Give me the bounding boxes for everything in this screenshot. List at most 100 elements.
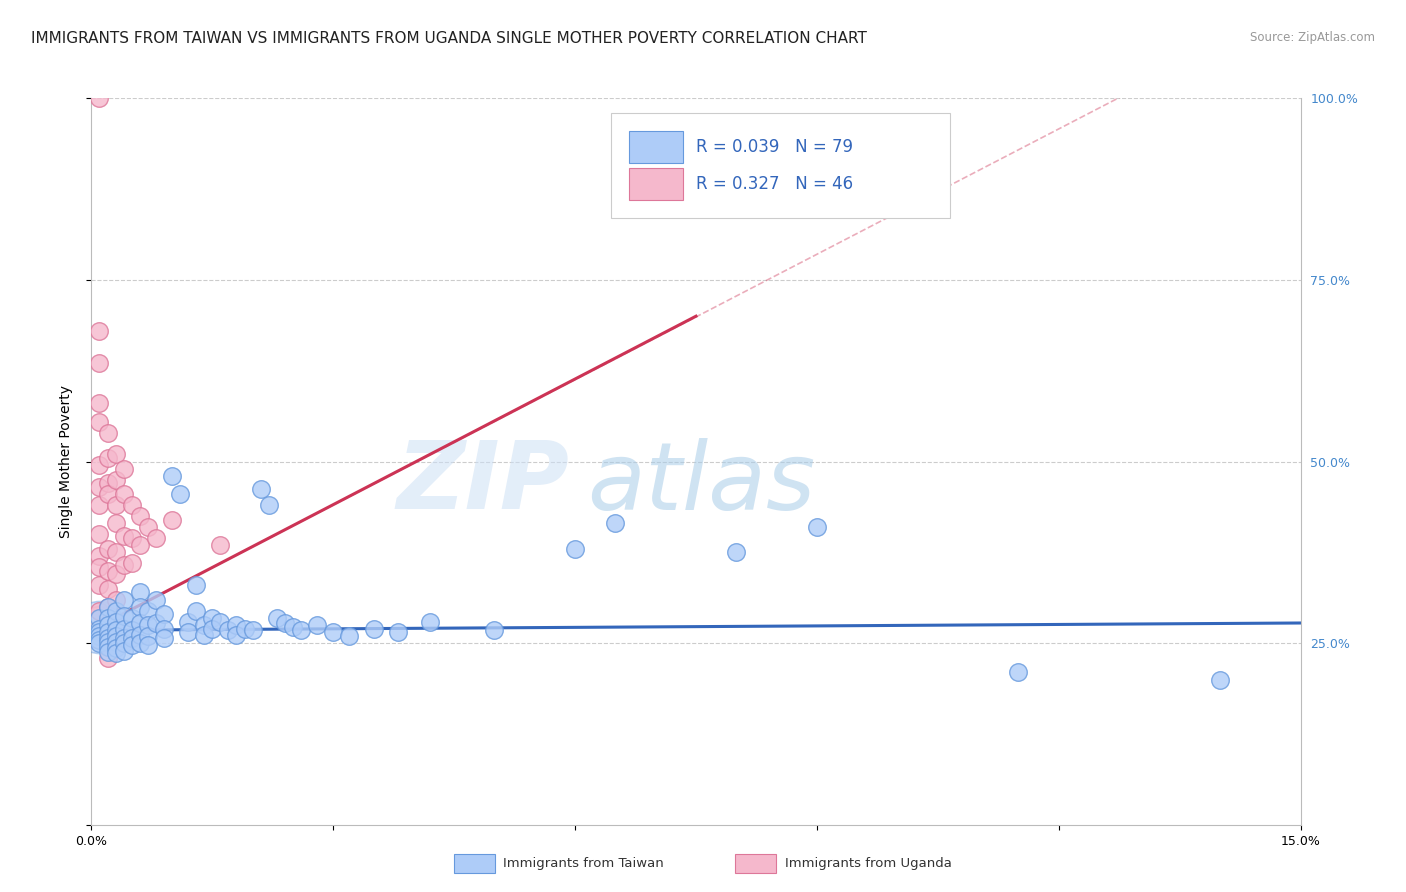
Point: [387, 625, 409, 640]
Point: [725, 545, 748, 559]
FancyBboxPatch shape: [630, 168, 683, 200]
Point: [1007, 665, 1029, 680]
Point: [96, 645, 118, 659]
Point: [104, 624, 127, 638]
Point: [104, 629, 127, 643]
Point: [112, 487, 135, 501]
Text: ZIP: ZIP: [396, 437, 569, 530]
Point: [89, 604, 111, 618]
Point: [96, 476, 118, 491]
Point: [89, 324, 111, 338]
Point: [89, 91, 111, 105]
Text: Immigrants from Uganda: Immigrants from Uganda: [785, 857, 952, 870]
Point: [145, 531, 167, 545]
Point: [121, 624, 143, 638]
Point: [419, 615, 441, 629]
Text: Immigrants from Taiwan: Immigrants from Taiwan: [503, 857, 664, 870]
Point: [96, 611, 118, 625]
Point: [193, 627, 215, 641]
Point: [96, 651, 118, 665]
Point: [153, 631, 176, 645]
Point: [112, 608, 135, 623]
Point: [209, 538, 232, 552]
Point: [104, 567, 127, 582]
Point: [104, 447, 127, 461]
Text: R = 0.327   N = 46: R = 0.327 N = 46: [696, 175, 853, 193]
Point: [96, 640, 118, 654]
Point: [104, 473, 127, 487]
Point: [104, 498, 127, 512]
Point: [242, 624, 264, 638]
Point: [112, 643, 135, 657]
Point: [257, 498, 280, 512]
Point: [104, 640, 127, 655]
Point: [96, 564, 118, 578]
Point: [1209, 673, 1232, 687]
Point: [96, 600, 118, 615]
Point: [233, 622, 256, 636]
Point: [484, 624, 506, 638]
Point: [806, 520, 828, 534]
Point: [96, 450, 118, 465]
Point: [89, 625, 111, 640]
Text: Source: ZipAtlas.com: Source: ZipAtlas.com: [1250, 31, 1375, 45]
Point: [89, 560, 111, 574]
Text: atlas: atlas: [588, 438, 815, 529]
Point: [104, 592, 127, 607]
Point: [89, 356, 111, 370]
Point: [96, 625, 118, 640]
Point: [121, 557, 143, 571]
Point: [96, 615, 118, 630]
Point: [96, 425, 118, 440]
Point: [89, 620, 111, 634]
Point: [322, 625, 344, 640]
FancyBboxPatch shape: [612, 112, 950, 218]
Point: [89, 629, 111, 643]
Point: [136, 629, 159, 643]
Point: [96, 631, 118, 645]
Point: [96, 600, 118, 615]
Point: [112, 636, 135, 650]
Point: [89, 458, 111, 473]
Point: [153, 622, 176, 636]
Point: [104, 635, 127, 649]
Point: [128, 509, 150, 524]
Point: [128, 538, 150, 552]
Point: [201, 622, 224, 636]
Point: [121, 611, 143, 625]
Point: [136, 638, 159, 652]
Point: [112, 622, 135, 636]
Point: [89, 636, 111, 650]
Point: [290, 624, 312, 638]
Point: [307, 618, 329, 632]
Point: [121, 531, 143, 545]
Point: [169, 487, 191, 501]
Point: [186, 604, 208, 618]
FancyBboxPatch shape: [630, 131, 683, 163]
Point: [112, 529, 135, 543]
Point: [96, 487, 118, 501]
Point: [112, 592, 135, 607]
Point: [128, 615, 150, 630]
Point: [89, 498, 111, 512]
Point: [249, 482, 271, 496]
Point: [145, 615, 167, 630]
Point: [96, 618, 118, 632]
Point: [104, 604, 127, 618]
Point: [112, 558, 135, 572]
Point: [89, 620, 111, 634]
Point: [145, 592, 167, 607]
Point: [121, 638, 143, 652]
Point: [96, 582, 118, 596]
Point: [121, 498, 143, 512]
Point: [128, 627, 150, 641]
Text: R = 0.039   N = 79: R = 0.039 N = 79: [696, 138, 853, 156]
Point: [177, 625, 200, 640]
Text: IMMIGRANTS FROM TAIWAN VS IMMIGRANTS FROM UGANDA SINGLE MOTHER POVERTY CORRELATI: IMMIGRANTS FROM TAIWAN VS IMMIGRANTS FRO…: [31, 31, 868, 46]
Point: [177, 615, 200, 629]
Point: [266, 611, 288, 625]
Point: [564, 541, 586, 556]
Point: [193, 618, 215, 632]
Point: [89, 480, 111, 494]
Point: [104, 646, 127, 660]
